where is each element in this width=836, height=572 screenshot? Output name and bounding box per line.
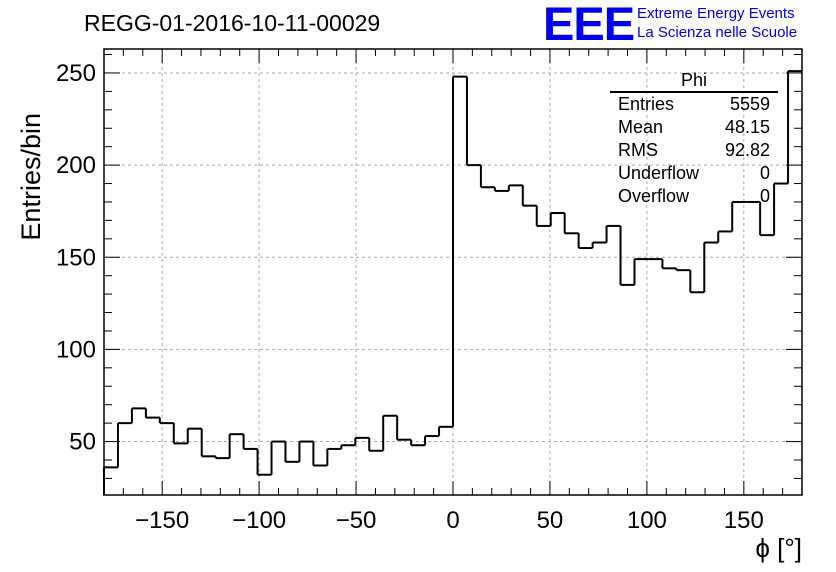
stats-value: 48.15: [724, 117, 770, 137]
histogram-bin: [759, 201, 775, 237]
histogram-bin: [773, 182, 789, 236]
stats-row-underflow: Underflow 0: [610, 162, 778, 185]
histogram-bin: [549, 212, 565, 226]
stats-value: 0: [759, 163, 770, 183]
y-tick-label: 50: [69, 429, 96, 456]
histogram-bin: [158, 417, 174, 425]
x-tick-label: 100: [627, 507, 667, 534]
tick-labels: 50 100 150 200 250 −150 −100 −50 0 50 100 150: [56, 60, 764, 534]
stats-label: Underflow: [618, 163, 700, 183]
brand-line-2: La Scienza nelle Scuole: [637, 24, 798, 41]
stats-label: Overflow: [618, 186, 690, 206]
histogram-bin: [787, 70, 802, 184]
stats-value: 92.82: [724, 140, 770, 160]
histogram-bin: [144, 408, 160, 419]
x-tick-label: −150: [135, 507, 189, 534]
stats-row-mean: Mean 48.15: [610, 116, 778, 139]
histogram-bin: [605, 224, 621, 243]
histogram-bin: [661, 259, 677, 270]
histogram-bin: [396, 415, 412, 441]
histogram-bin: [424, 435, 440, 446]
histogram-bin: [410, 439, 426, 447]
histogram-bin: [270, 440, 286, 475]
histogram-bin: [130, 407, 146, 424]
histogram-bin: [703, 241, 719, 293]
stats-label: Entries: [618, 94, 675, 114]
x-tick-label: −100: [232, 507, 286, 534]
y-tick-label: 150: [56, 244, 96, 271]
stats-label: RMS: [618, 140, 658, 160]
histogram-bin: [284, 441, 300, 463]
x-tick-label: 150: [724, 507, 764, 534]
y-axis-label: Entries/bin: [16, 113, 46, 241]
y-tick-label: 100: [56, 336, 96, 363]
histogram-bin: [116, 422, 132, 468]
chart-title: REGG-01-2016-10-11-00029: [84, 10, 381, 36]
histogram-bin: [452, 75, 467, 427]
histogram-bin: [689, 270, 705, 294]
histogram-bin: [619, 225, 635, 286]
histogram-bin: [577, 233, 593, 250]
histogram-bin: [228, 433, 244, 459]
histogram-bin: [675, 268, 691, 272]
stats-row-entries: Entries 5559: [610, 93, 778, 116]
histogram-bin: [438, 425, 453, 437]
stats-value: 5559: [729, 94, 770, 114]
histogram-bin: [354, 436, 370, 446]
histogram-bin: [186, 427, 202, 444]
y-tick-label: 250: [56, 60, 96, 87]
histogram-bars: [103, 70, 802, 495]
eee-logo: EEE: [543, 0, 635, 50]
stats-row-overflow: Overflow 0: [610, 185, 778, 208]
histogram-bin: [521, 185, 537, 207]
axis-ticks: [103, 49, 803, 495]
histogram-bin: [507, 184, 523, 191]
histogram-bin: [382, 414, 398, 451]
stats-title: Phi: [610, 70, 778, 93]
stats-label: Mean: [618, 117, 664, 137]
brand-text: Extreme Energy Events La Scienza nelle S…: [637, 4, 797, 42]
histogram-bin: [200, 428, 216, 458]
x-tick-label: 0: [446, 507, 459, 534]
brand-line-1: Extreme Energy Events: [637, 5, 795, 22]
histogram-bin: [340, 444, 356, 449]
histogram-bin: [591, 241, 607, 249]
histogram-bin: [326, 447, 342, 466]
histogram-bin: [563, 213, 579, 235]
stats-row-rms: RMS 92.82: [610, 139, 778, 162]
histogram-bin: [535, 205, 551, 227]
histogram-bin: [256, 448, 272, 476]
histogram-bin: [465, 76, 481, 167]
stats-value: 0: [759, 186, 770, 206]
histogram-bin: [368, 437, 384, 452]
histogram-bin: [214, 456, 230, 460]
histogram-bin: [298, 440, 314, 462]
histogram-bin: [633, 258, 649, 285]
histogram-bin: [731, 200, 747, 232]
x-tick-label: 50: [537, 507, 564, 534]
stats-box: Phi Entries 5559 Mean 48.15 RMS 92.82 Un…: [610, 70, 778, 208]
x-tick-label: −50: [336, 507, 377, 534]
histogram-bin: [493, 187, 509, 192]
histogram-bin: [479, 165, 495, 189]
histogram-bin: [172, 423, 188, 445]
histogram-bin: [312, 441, 328, 467]
y-tick-label: 200: [56, 152, 96, 179]
histogram-bin: [103, 466, 118, 495]
histogram-bin: [242, 434, 258, 450]
x-axis-label: ϕ [°]: [755, 533, 802, 563]
histogram-bin: [717, 230, 733, 243]
